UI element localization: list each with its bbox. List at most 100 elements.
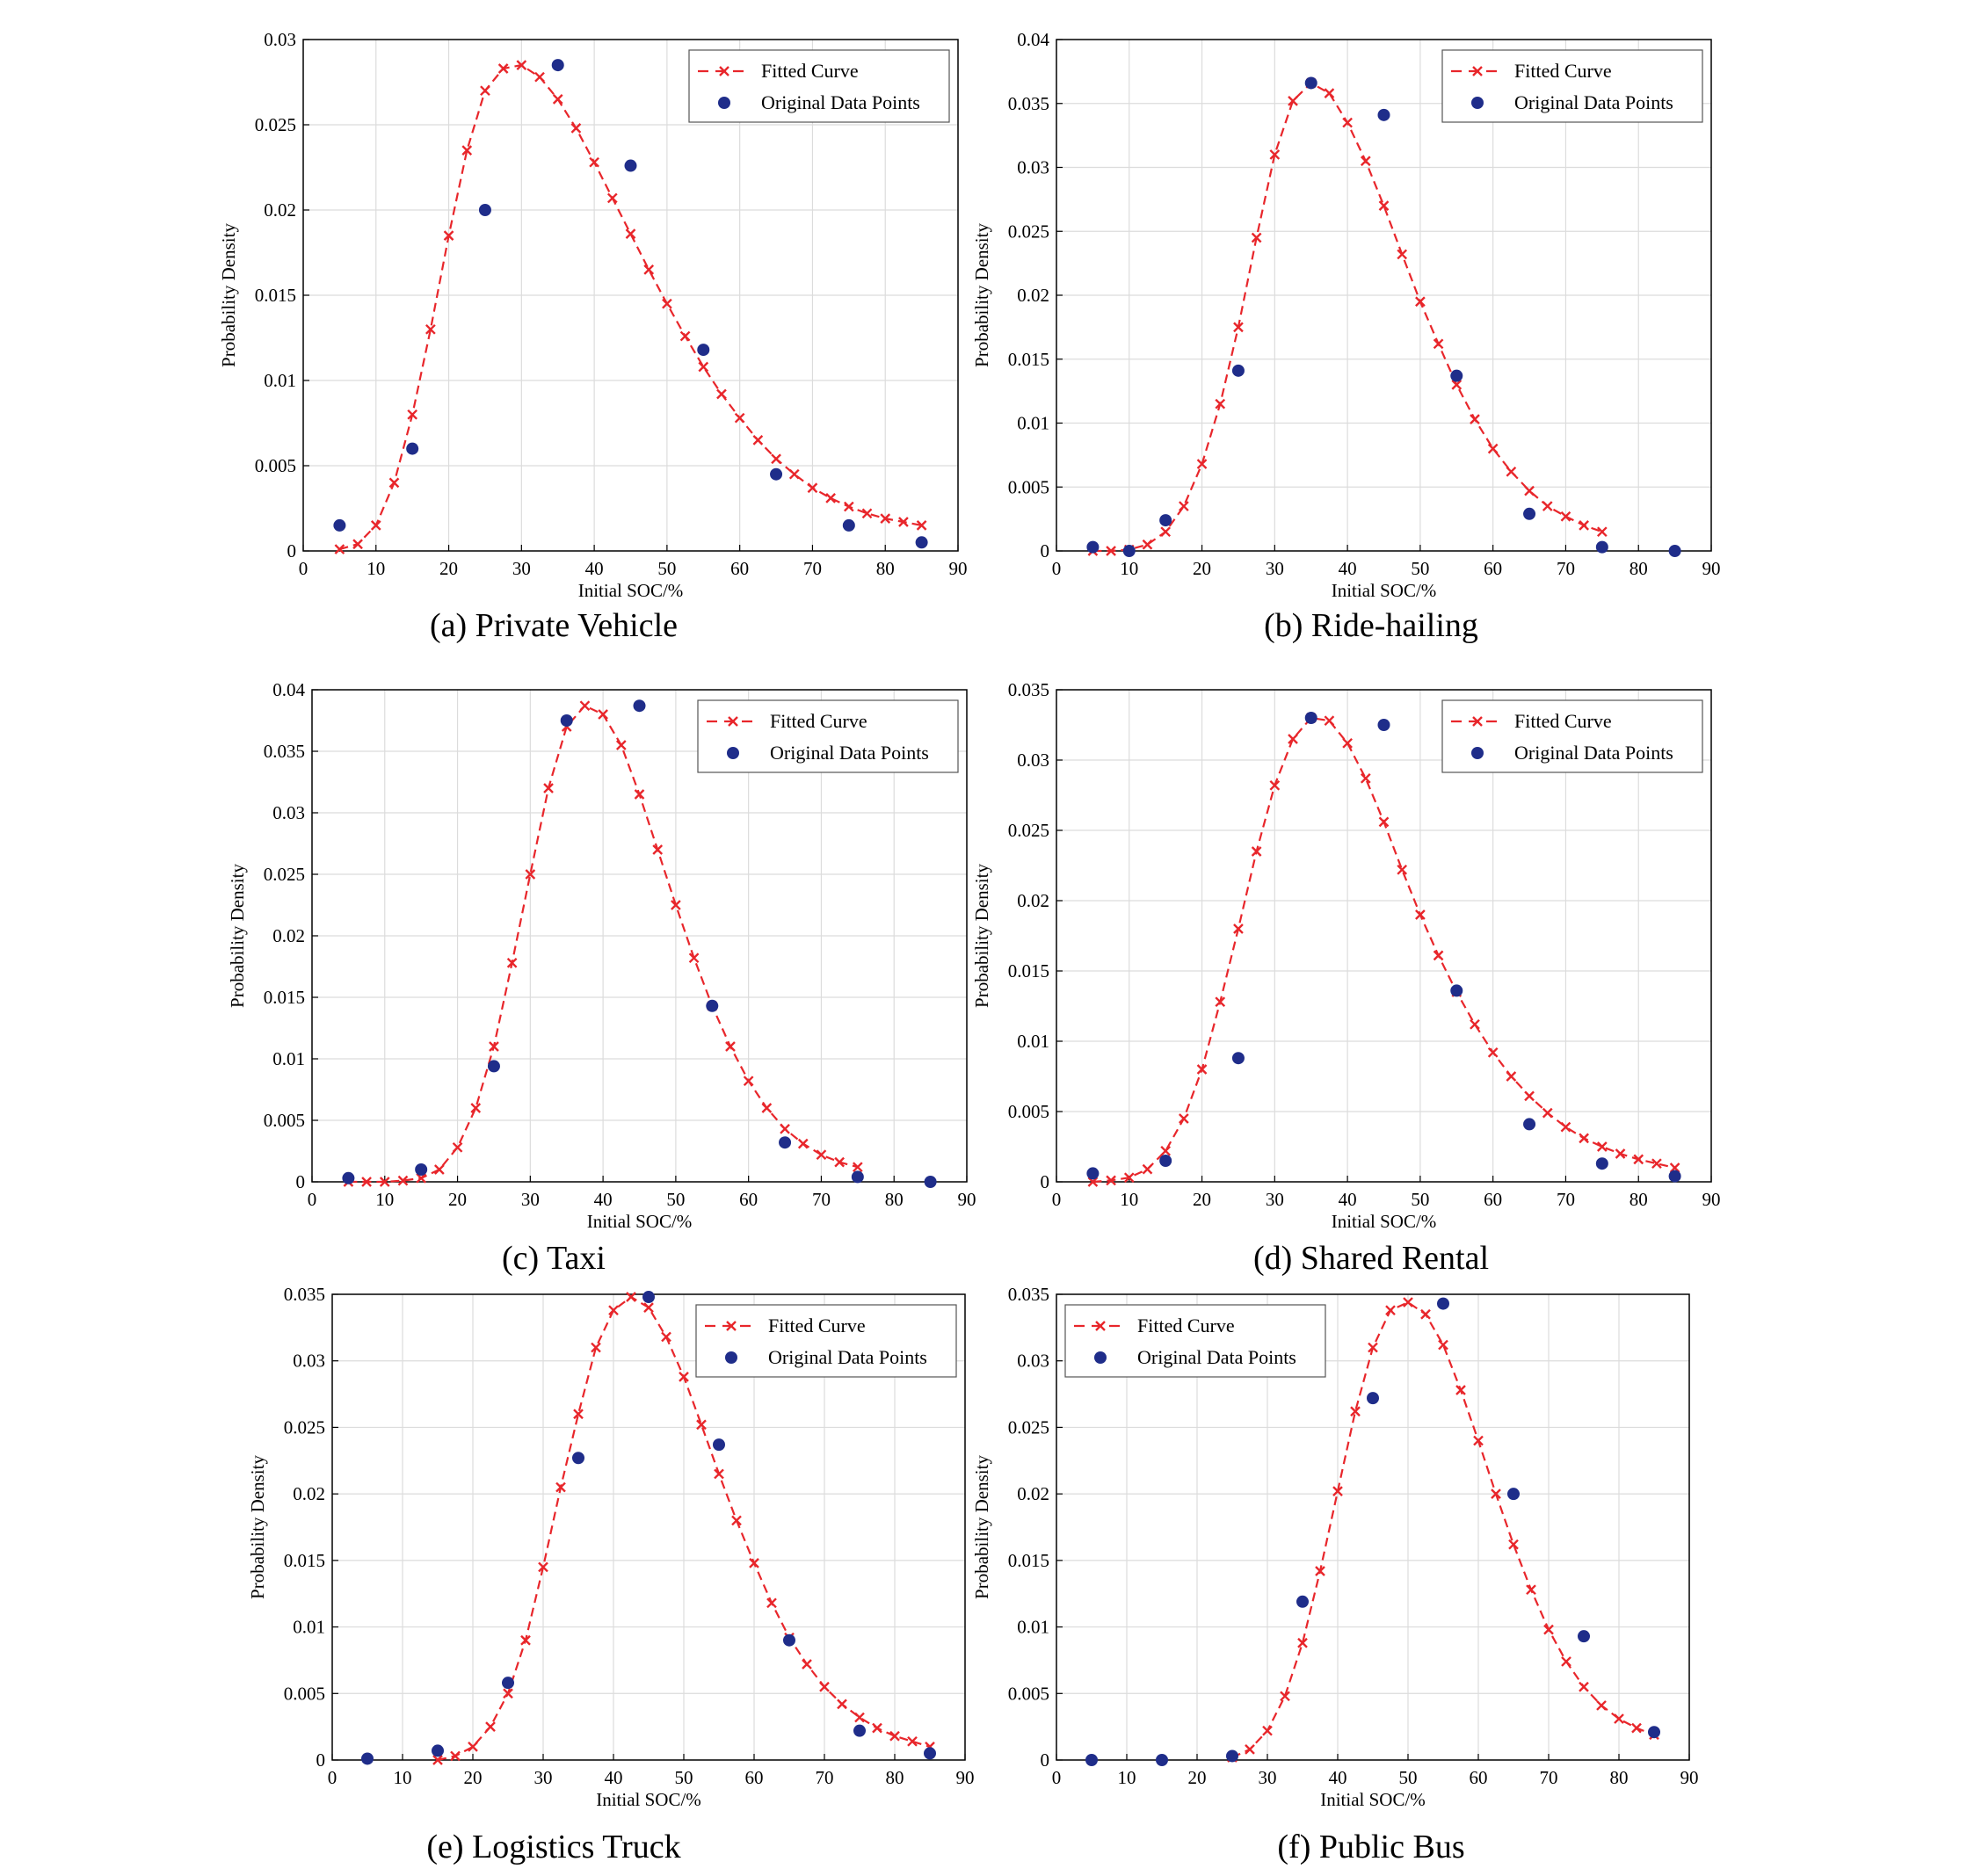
x-tick-label: 70 xyxy=(1557,558,1575,579)
fitted-curve-marker xyxy=(1280,1691,1290,1702)
fitted-curve-marker xyxy=(1651,1158,1662,1170)
fitted-curve-marker xyxy=(1245,1744,1255,1755)
plot-frame xyxy=(302,39,959,552)
fitted-curve-marker xyxy=(1315,1566,1325,1576)
data-point xyxy=(1648,1726,1660,1739)
x-tick-label: 50 xyxy=(1399,1767,1418,1788)
y-tick-label: 0 xyxy=(1041,1749,1050,1771)
fitted-curve-marker xyxy=(1508,1539,1519,1550)
chart-panel-c: 0 10 20 30 40 50 60 70 80 90 0 0.005 0.01 0.015 0.02 0.… xyxy=(0,650,976,1278)
y-tick-label: 0.025 xyxy=(1008,820,1049,841)
fitted-curve-marker xyxy=(570,123,582,134)
fitted-curve-marker xyxy=(1470,414,1480,424)
data-point xyxy=(1437,1297,1449,1310)
plot-frame xyxy=(1056,689,1712,1183)
x-tick-label: 30 xyxy=(1259,1767,1277,1788)
fitted-curve-marker xyxy=(771,453,781,465)
y-tick-label: 0.015 xyxy=(1008,349,1049,370)
fitted-curve-marker xyxy=(1215,996,1226,1008)
fitted-curve-marker xyxy=(1288,734,1298,744)
fitted-curve-marker xyxy=(334,544,345,554)
fitted-curve-marker xyxy=(1179,1113,1189,1124)
x-tick-label: 70 xyxy=(803,558,822,579)
fitted-curve-marker xyxy=(1262,1725,1273,1736)
fitted-curve-marker xyxy=(589,156,599,168)
y-tick-label: 0.015 xyxy=(1008,1550,1049,1571)
x-tick-label: 40 xyxy=(1339,1189,1357,1210)
fitted-curve-marker xyxy=(907,1735,918,1747)
legend-box xyxy=(697,699,959,773)
fitted-curve-marker xyxy=(1455,1385,1466,1395)
fitted-curve-marker xyxy=(370,520,381,531)
fitted-curve-marker xyxy=(1542,1107,1553,1119)
fitted-curve-marker xyxy=(1196,459,1208,469)
legend-marker-x xyxy=(726,1321,737,1331)
fitted-curve-marker xyxy=(407,409,418,420)
grid xyxy=(1056,690,1711,1182)
data-point xyxy=(1523,507,1536,520)
x-tick-label: 90 xyxy=(949,558,968,579)
y-axis-title: Probability Density xyxy=(227,864,248,1008)
y-axis-title: Probability Density xyxy=(247,1455,268,1599)
x-tick-label: 50 xyxy=(1411,558,1429,579)
legend-label-fitted: Fitted Curve xyxy=(770,710,867,732)
fitted-curve-marker xyxy=(470,1103,482,1113)
fitted-curve-marker xyxy=(485,1721,496,1732)
data-point xyxy=(1296,1595,1309,1608)
y-tick-label: 0.005 xyxy=(255,455,296,476)
x-tick-label: 30 xyxy=(534,1767,553,1788)
fitted-curve-marker xyxy=(1403,1297,1413,1307)
fitted-curve-marker xyxy=(1324,715,1335,727)
fitted-curve-marker xyxy=(352,539,363,550)
y-tick-label: 0.015 xyxy=(1008,960,1049,981)
x-axis-title: Initial SOC/% xyxy=(578,580,684,601)
x-tick-label: 80 xyxy=(1629,558,1648,579)
data-point xyxy=(783,1633,795,1647)
y-tick-label: 0.035 xyxy=(284,1284,325,1305)
fitted-curve-marker xyxy=(734,412,745,424)
legend: Fitted Curve Original Data Points xyxy=(1441,699,1703,773)
y-tick-label: 0.03 xyxy=(1017,1351,1049,1372)
fitted-curve-marker xyxy=(1669,1163,1680,1173)
data-point xyxy=(924,1176,937,1188)
fitted-curve-marker xyxy=(1596,526,1608,538)
x-tick-label: 20 xyxy=(439,558,458,579)
fitted-curve-marker xyxy=(538,1561,548,1573)
chart-svg: 0 10 20 30 40 50 60 70 80 90 0 0.005 0.01 0.015 0.02 0.… xyxy=(247,1284,975,1810)
fitted-curve-marker xyxy=(606,192,618,204)
x-tick-label: 30 xyxy=(1266,558,1284,579)
data-point xyxy=(361,1752,374,1765)
fitted-curve-marker xyxy=(443,230,454,241)
y-tick-label: 0.03 xyxy=(1017,157,1049,178)
x-tick-label: 20 xyxy=(1188,1767,1207,1788)
fitted-curve-marker xyxy=(743,1076,754,1087)
fitted-curve-marker xyxy=(837,1699,847,1710)
fitted-curve-marker xyxy=(1368,1342,1378,1353)
x-tick-label: 30 xyxy=(521,1189,540,1210)
data-point xyxy=(560,714,573,727)
fitted-curve-marker xyxy=(1332,1486,1343,1496)
x-tick-label: 90 xyxy=(1702,1189,1721,1210)
data-point xyxy=(342,1171,355,1184)
fitted-curve-marker xyxy=(1251,846,1262,857)
fitted-curve-marker xyxy=(1233,322,1244,333)
fitted-curve-marker xyxy=(1378,200,1390,211)
fitted-curve-marker xyxy=(1087,1177,1099,1187)
x-tick-label: 40 xyxy=(594,1189,613,1210)
data-point xyxy=(1159,1155,1172,1167)
x-tick-label: 60 xyxy=(745,1767,764,1788)
data-point xyxy=(1304,712,1317,724)
fitted-curve-marker xyxy=(1397,249,1408,260)
x-tick-label: 30 xyxy=(1266,1189,1284,1210)
fitted-curve-marker xyxy=(725,1041,736,1052)
fitted-curve-marker xyxy=(671,900,681,910)
x-tick-label: 0 xyxy=(308,1189,317,1210)
fitted-curve-marker xyxy=(534,71,545,83)
legend-label-points: Original Data Points xyxy=(761,91,920,113)
fitted-curve-marker xyxy=(520,1634,531,1646)
legend-marker-x xyxy=(728,716,738,727)
fitted-curve-marker xyxy=(788,468,800,480)
grid xyxy=(303,40,958,551)
legend-label-points: Original Data Points xyxy=(1514,742,1673,764)
